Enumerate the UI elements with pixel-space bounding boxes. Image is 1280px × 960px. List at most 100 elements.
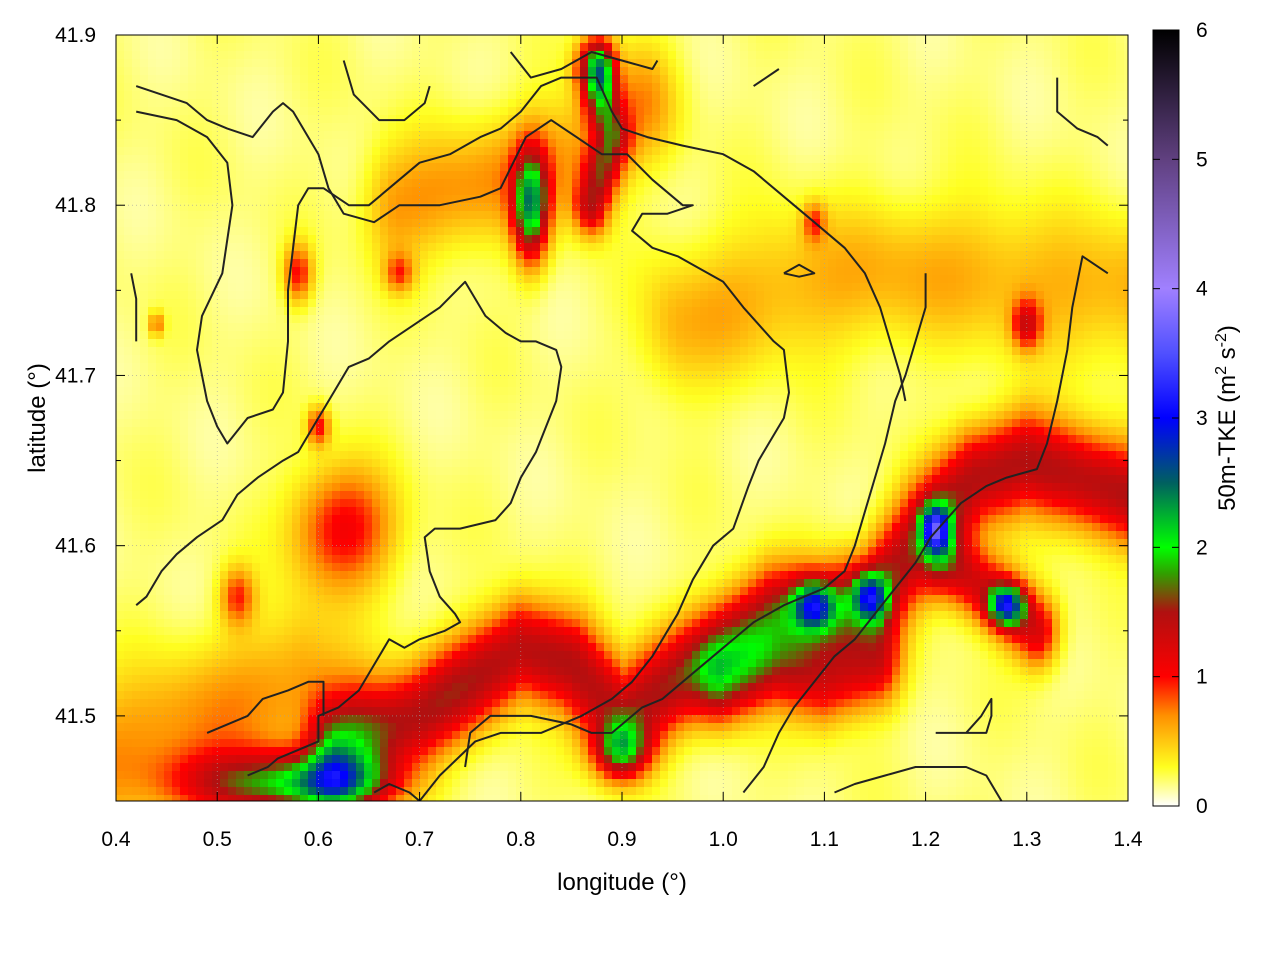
heatmap-cell bbox=[516, 171, 525, 180]
heatmap-cell bbox=[548, 235, 557, 244]
heatmap-cell bbox=[396, 275, 405, 284]
heatmap-cell bbox=[948, 131, 957, 140]
heatmap-cell bbox=[540, 275, 549, 284]
heatmap-cell bbox=[572, 171, 581, 180]
heatmap-cell bbox=[580, 179, 589, 188]
heatmap-cell bbox=[1084, 155, 1093, 164]
heatmap-cell bbox=[1076, 131, 1085, 140]
heatmap-cell bbox=[700, 227, 709, 236]
heatmap-cell bbox=[500, 235, 509, 244]
heatmap-cell bbox=[244, 187, 253, 196]
heatmap-cell bbox=[140, 43, 149, 52]
heatmap-cell bbox=[828, 107, 837, 116]
heatmap-cell bbox=[428, 347, 437, 356]
heatmap-cell bbox=[340, 243, 349, 252]
heatmap-cell bbox=[532, 339, 541, 348]
heatmap-cell bbox=[396, 219, 405, 228]
heatmap-cell bbox=[748, 203, 757, 212]
heatmap-cell bbox=[540, 139, 549, 148]
heatmap-cell bbox=[996, 91, 1005, 100]
heatmap-cell bbox=[308, 43, 317, 52]
heatmap-cell bbox=[996, 43, 1005, 52]
heatmap-cell bbox=[476, 211, 485, 220]
heatmap-cell bbox=[436, 259, 445, 268]
heatmap-cell bbox=[204, 291, 213, 300]
heatmap-cell bbox=[404, 51, 413, 60]
heatmap-cell bbox=[708, 291, 717, 300]
heatmap-cell bbox=[260, 195, 269, 204]
heatmap-cell bbox=[940, 171, 949, 180]
heatmap-cell bbox=[932, 179, 941, 188]
heatmap-cell bbox=[900, 315, 909, 324]
heatmap-cell bbox=[164, 163, 173, 172]
heatmap-cell bbox=[356, 291, 365, 300]
heatmap-cell bbox=[812, 51, 821, 60]
heatmap-cell bbox=[884, 51, 893, 60]
heatmap-cell bbox=[180, 91, 189, 100]
heatmap-cell bbox=[308, 275, 317, 284]
heatmap-cell bbox=[532, 251, 541, 260]
heatmap-cell bbox=[932, 331, 941, 340]
heatmap-cell bbox=[1012, 99, 1021, 108]
heatmap-cell bbox=[852, 323, 861, 332]
heatmap-cell bbox=[180, 347, 189, 356]
heatmap-cell bbox=[524, 51, 533, 60]
heatmap-cell bbox=[1036, 251, 1045, 260]
heatmap-cell bbox=[788, 75, 797, 84]
heatmap-cell bbox=[956, 123, 965, 132]
heatmap-cell bbox=[1068, 331, 1077, 340]
heatmap-cell bbox=[996, 195, 1005, 204]
heatmap-cell bbox=[788, 323, 797, 332]
heatmap-cell bbox=[716, 195, 725, 204]
heatmap-cell bbox=[180, 67, 189, 76]
heatmap-cell bbox=[156, 115, 165, 124]
heatmap-cell bbox=[1084, 243, 1093, 252]
heatmap-cell bbox=[412, 43, 421, 52]
heatmap-cell bbox=[916, 83, 925, 92]
heatmap-cell bbox=[532, 267, 541, 276]
heatmap-cell bbox=[764, 243, 773, 252]
heatmap-cell bbox=[1044, 147, 1053, 156]
heatmap-cell bbox=[300, 203, 309, 212]
heatmap-cell bbox=[716, 219, 725, 228]
heatmap-cell bbox=[1044, 299, 1053, 308]
heatmap-cell bbox=[268, 83, 277, 92]
heatmap-cell bbox=[380, 67, 389, 76]
heatmap-cell bbox=[676, 91, 685, 100]
heatmap-cell bbox=[1092, 67, 1101, 76]
heatmap-cell bbox=[836, 267, 845, 276]
heatmap-cell bbox=[660, 131, 669, 140]
heatmap-cell bbox=[124, 251, 133, 260]
heatmap-cell bbox=[524, 155, 533, 164]
heatmap-cell bbox=[1028, 163, 1037, 172]
heatmap-cell bbox=[652, 195, 661, 204]
heatmap-cell bbox=[396, 35, 405, 44]
heatmap-cell bbox=[332, 315, 341, 324]
heatmap-cell bbox=[1028, 107, 1037, 116]
heatmap-cell bbox=[628, 51, 637, 60]
heatmap-cell bbox=[356, 307, 365, 316]
heatmap-cell bbox=[572, 243, 581, 252]
heatmap-cell bbox=[452, 243, 461, 252]
heatmap-cell bbox=[684, 51, 693, 60]
heatmap-cell bbox=[756, 131, 765, 140]
heatmap-cell bbox=[468, 83, 477, 92]
heatmap-cell bbox=[220, 99, 229, 108]
heatmap-cell bbox=[156, 163, 165, 172]
heatmap-cell bbox=[916, 315, 925, 324]
heatmap-cell bbox=[388, 35, 397, 44]
heatmap-cell bbox=[540, 75, 549, 84]
heatmap-cell bbox=[804, 331, 813, 340]
heatmap-cell bbox=[972, 131, 981, 140]
heatmap-cell bbox=[612, 307, 621, 316]
heatmap-cell bbox=[972, 115, 981, 124]
heatmap-cell bbox=[548, 283, 557, 292]
heatmap-cell bbox=[572, 123, 581, 132]
heatmap-cell bbox=[660, 211, 669, 220]
heatmap-cell bbox=[748, 163, 757, 172]
heatmap-cell bbox=[748, 155, 757, 164]
heatmap-cell bbox=[628, 163, 637, 172]
heatmap-cell bbox=[652, 35, 661, 44]
heatmap-cell bbox=[388, 107, 397, 116]
heatmap-cell bbox=[212, 51, 221, 60]
